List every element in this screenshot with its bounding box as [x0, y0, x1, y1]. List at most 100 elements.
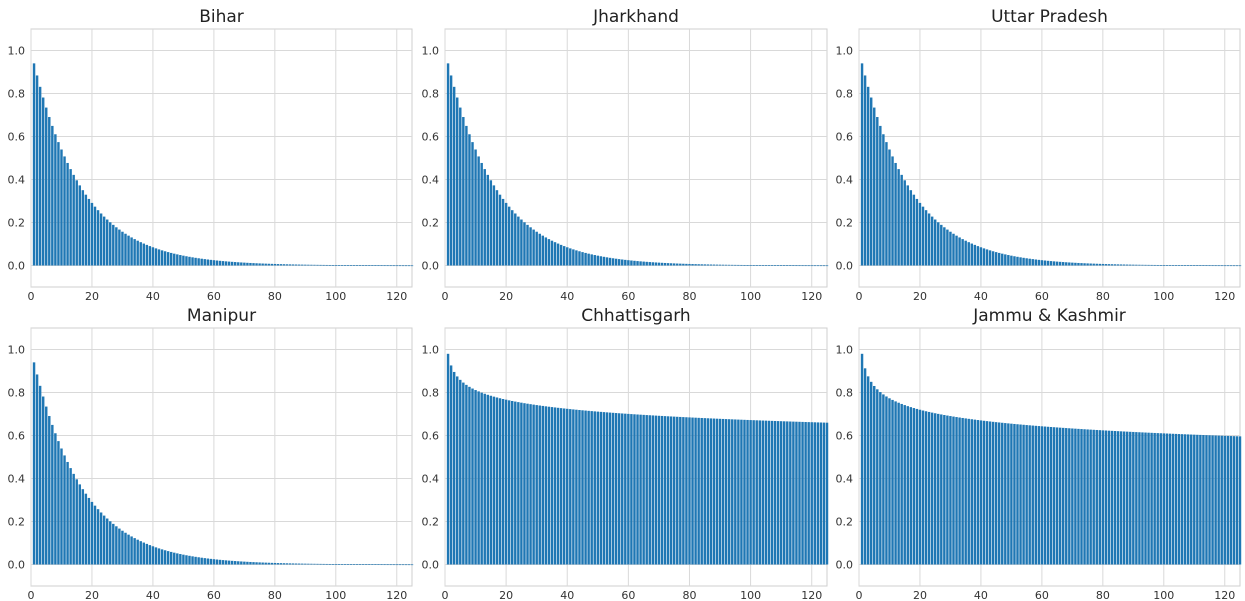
bar — [514, 401, 517, 565]
bar — [358, 564, 362, 565]
bar — [1226, 435, 1230, 565]
bar — [906, 406, 909, 565]
bar — [1037, 426, 1041, 565]
bars — [860, 353, 1242, 565]
bar — [109, 521, 112, 565]
bar — [237, 262, 240, 266]
bar — [501, 198, 505, 266]
bar — [1061, 427, 1065, 565]
panel-2: 0 20 40 60 80 100 120 0.0 0.2 0.4 0.6 0.8 1.0 Uttar P… — [836, 7, 1242, 303]
x-tick-label: 20 — [499, 290, 513, 303]
bar — [504, 399, 508, 565]
x-tick-label: 40 — [146, 589, 160, 601]
bar — [869, 97, 873, 266]
bar — [492, 185, 496, 266]
bar — [1159, 433, 1162, 565]
bar — [1101, 430, 1105, 565]
bar — [227, 261, 231, 266]
bar — [682, 417, 685, 565]
bar — [1147, 264, 1150, 266]
bar — [758, 265, 761, 266]
bar — [885, 396, 888, 565]
bars — [32, 63, 414, 267]
bar — [721, 418, 725, 565]
bar — [1223, 265, 1226, 267]
y-tick-label: 0.4 — [422, 473, 440, 486]
bar — [685, 417, 688, 565]
bar — [255, 263, 258, 266]
bar — [1052, 427, 1056, 565]
bar — [1004, 423, 1007, 565]
y-tick-label: 0.0 — [836, 260, 854, 273]
bar — [489, 395, 493, 565]
y-tick-label: 0.0 — [8, 260, 26, 273]
bar — [1135, 264, 1138, 266]
bar — [894, 401, 897, 565]
bar — [139, 242, 142, 266]
bar — [660, 415, 664, 565]
bar — [636, 414, 639, 565]
bar — [84, 493, 88, 565]
bar — [389, 564, 392, 566]
bar — [825, 265, 829, 267]
bar — [343, 564, 347, 565]
bar — [456, 97, 459, 266]
bar — [127, 534, 130, 565]
bar — [866, 86, 870, 266]
x-tick-label: 120 — [801, 290, 822, 303]
bar — [779, 265, 783, 266]
y-tick-label: 0.8 — [8, 387, 26, 400]
bar — [882, 134, 885, 266]
bar — [1126, 264, 1129, 266]
y-tick-label: 0.8 — [836, 387, 854, 400]
bar — [1165, 265, 1169, 266]
bar — [1055, 261, 1059, 266]
bar — [41, 396, 45, 565]
y-tick-label: 0.4 — [836, 174, 854, 187]
bar — [282, 563, 286, 565]
bar — [1190, 265, 1193, 266]
bar — [663, 416, 667, 565]
bar — [955, 235, 958, 266]
bar — [392, 265, 395, 267]
bar — [1034, 425, 1038, 565]
bar — [1138, 264, 1141, 266]
bar — [1193, 265, 1196, 266]
bar — [1110, 264, 1114, 266]
bar — [270, 562, 274, 565]
x-tick-label: 20 — [499, 589, 513, 601]
bar — [1080, 263, 1083, 266]
bar — [1171, 433, 1175, 565]
bar — [709, 418, 713, 565]
bar — [57, 441, 60, 565]
bar — [477, 156, 480, 266]
bar — [112, 523, 115, 565]
bar — [985, 421, 989, 565]
bar — [584, 252, 587, 266]
bar — [727, 264, 731, 266]
bar — [657, 262, 661, 266]
bar — [541, 405, 545, 565]
y-tick-label: 0.2 — [8, 217, 26, 230]
bar — [1129, 264, 1132, 266]
bar — [743, 264, 746, 266]
bar — [627, 413, 630, 565]
bar — [1122, 431, 1126, 565]
bar — [1007, 423, 1010, 565]
bar — [81, 489, 85, 565]
bar — [1144, 264, 1147, 266]
bar — [1040, 426, 1044, 565]
bar — [298, 264, 301, 266]
bar — [270, 263, 274, 266]
y-tick-label: 0.4 — [8, 174, 26, 187]
bar — [608, 257, 612, 266]
bar — [1138, 432, 1141, 565]
bars — [860, 63, 1242, 267]
x-tick-label: 60 — [1035, 589, 1049, 601]
chart-title: Jharkhand — [592, 7, 679, 27]
bar — [215, 559, 219, 565]
bar — [566, 247, 569, 266]
bar — [313, 563, 316, 565]
bar — [504, 202, 508, 266]
x-tick-label: 40 — [974, 589, 988, 601]
